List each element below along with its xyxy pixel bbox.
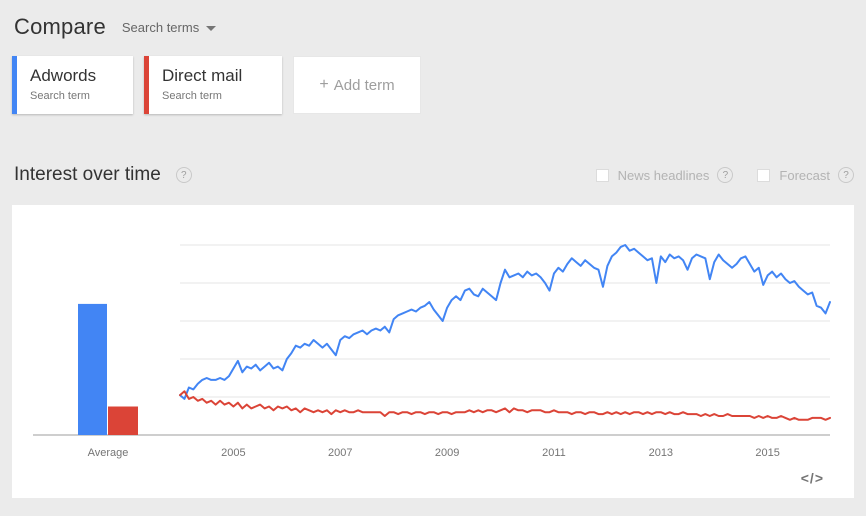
news-headlines-option: News headlines ? xyxy=(595,167,734,183)
term-card-adwords[interactable]: Adwords Search term xyxy=(12,56,133,114)
term-card-direct-mail[interactable]: Direct mail Search term xyxy=(144,56,282,114)
term-color-bar xyxy=(12,56,17,114)
forecast-option: Forecast ? xyxy=(757,167,854,183)
embed-code-icon[interactable]: </> xyxy=(800,470,824,486)
term-color-bar xyxy=(144,56,149,114)
news-headlines-label: News headlines xyxy=(617,167,710,183)
add-term-label: Add term xyxy=(333,76,395,94)
svg-text:2011: 2011 xyxy=(542,447,566,459)
term-type-label: Search term xyxy=(162,90,222,102)
interest-over-time-chart-panel: Average 2005 2007 2009 2011 2013 2015 </> xyxy=(12,205,854,498)
section-header: Interest over time ? News headlines ? Fo… xyxy=(14,160,854,190)
svg-text:2013: 2013 xyxy=(649,447,673,459)
news-headlines-checkbox[interactable] xyxy=(595,168,609,182)
trend-chart: Average 2005 2007 2009 2011 2013 2015 xyxy=(33,244,831,459)
search-terms-dropdown-label: Search terms xyxy=(121,19,200,35)
chevron-down-icon xyxy=(206,25,217,31)
svg-text:Average: Average xyxy=(88,447,129,459)
svg-text:2009: 2009 xyxy=(435,447,459,459)
search-terms-dropdown[interactable]: Search terms xyxy=(121,19,217,35)
section-title: Interest over time xyxy=(14,164,161,185)
help-icon[interactable]: ? xyxy=(175,167,192,183)
svg-text:2007: 2007 xyxy=(328,447,352,459)
svg-text:2015: 2015 xyxy=(755,447,779,459)
help-icon[interactable]: ? xyxy=(717,167,734,183)
term-cards-row: Adwords Search term Direct mail Search t… xyxy=(12,56,854,114)
term-label: Adwords xyxy=(30,66,97,85)
help-icon[interactable]: ? xyxy=(838,167,854,183)
svg-text:2005: 2005 xyxy=(221,447,245,459)
term-type-label: Search term xyxy=(30,90,90,102)
plus-icon: + xyxy=(319,76,329,93)
header: Compare Search terms xyxy=(14,0,854,41)
chart-options: News headlines ? Forecast ? xyxy=(572,167,854,183)
add-term-button[interactable]: + Add term xyxy=(293,56,421,114)
term-label: Direct mail xyxy=(162,66,243,85)
forecast-checkbox[interactable] xyxy=(757,168,771,182)
forecast-label: Forecast xyxy=(779,167,830,183)
page-title: Compare xyxy=(14,14,106,39)
trends-compare-page: Compare Search terms Adwords Search term… xyxy=(12,0,854,498)
